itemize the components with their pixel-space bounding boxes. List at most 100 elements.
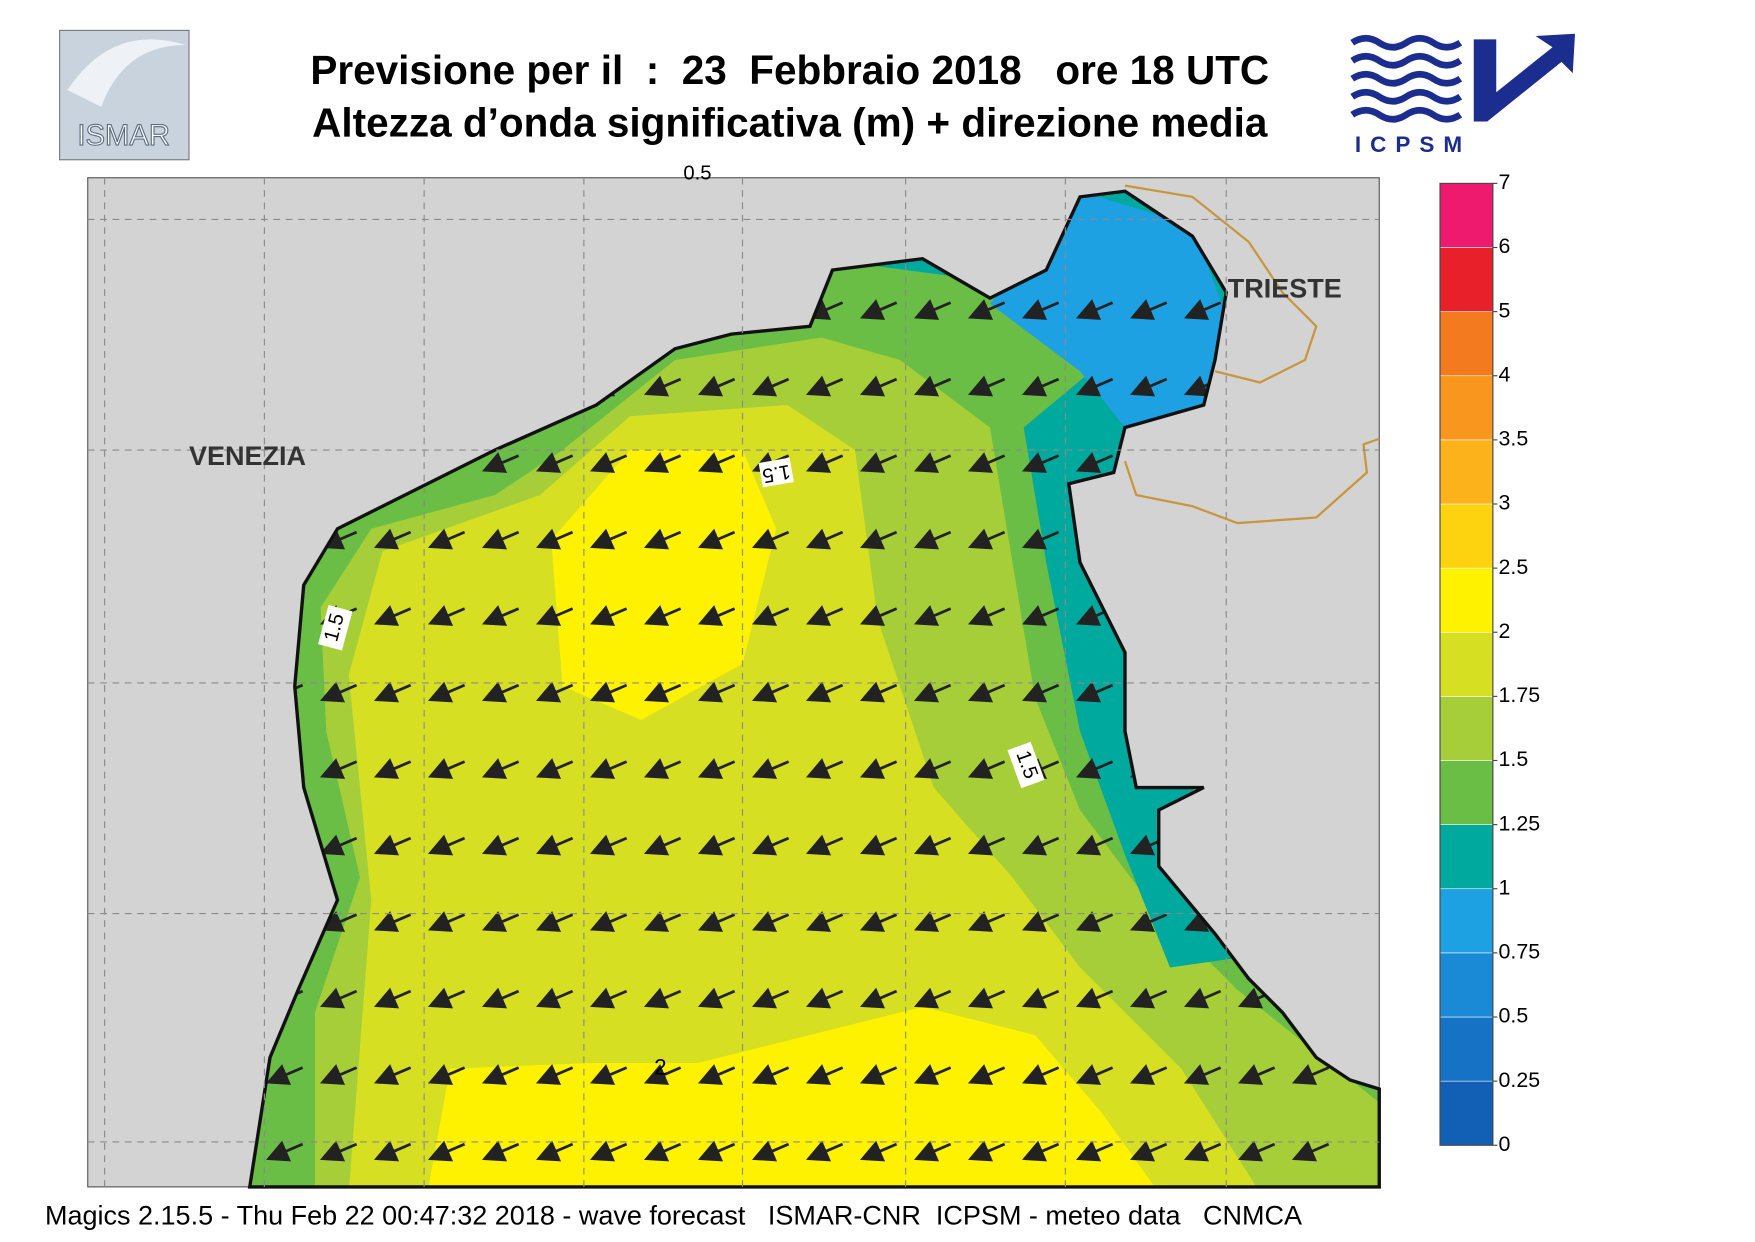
legend-label: 6	[1499, 234, 1511, 258]
direction-arrow	[697, 528, 736, 550]
direction-arrow	[913, 528, 952, 550]
direction-arrow	[967, 681, 1006, 703]
direction-arrow	[589, 1064, 628, 1085]
direction-arrow	[967, 375, 1006, 397]
direction-arrow	[859, 758, 898, 779]
direction-arrow	[589, 452, 628, 473]
direction-arrow	[481, 605, 520, 626]
direction-arrow	[1075, 911, 1114, 932]
direction-arrow	[319, 758, 358, 779]
wave-height-field	[249, 191, 1380, 1187]
direction-arrow	[697, 1064, 736, 1085]
direction-arrow	[373, 605, 412, 626]
direction-arrow	[913, 1140, 952, 1162]
direction-arrow	[913, 681, 952, 703]
direction-arrow	[697, 987, 736, 1009]
legend-label: 4	[1499, 362, 1511, 386]
direction-arrow	[319, 1140, 358, 1162]
legend-label: 1.75	[1499, 683, 1541, 707]
color-legend: 0 0.25 0.5 0.75 1 1.25 1.5 1.75 2 2.5 3 3.5 4 5 6 7	[1439, 170, 1541, 1156]
direction-arrow	[643, 987, 682, 1009]
ismar-logo: ISMAR	[59, 29, 190, 161]
direction-arrow	[913, 299, 952, 320]
direction-arrow	[751, 834, 790, 856]
direction-arrow	[859, 1140, 898, 1162]
direction-arrow	[1075, 299, 1114, 320]
direction-arrow	[913, 605, 952, 626]
direction-arrow	[751, 681, 790, 703]
direction-arrow	[1129, 1064, 1168, 1085]
direction-arrow	[373, 1064, 412, 1085]
direction-arrow	[1129, 911, 1168, 932]
direction-arrow	[1129, 1140, 1168, 1162]
legend-frame	[1439, 182, 1494, 1146]
legend-swatch	[1439, 375, 1494, 441]
direction-arrow	[643, 1064, 682, 1085]
legend-swatch	[1439, 1080, 1494, 1146]
direction-arrow	[913, 375, 952, 397]
direction-arrow	[373, 1140, 412, 1162]
direction-arrow	[319, 681, 358, 703]
direction-arrow	[859, 299, 898, 320]
direction-arrow	[481, 758, 520, 779]
direction-arrow	[967, 605, 1006, 626]
direction-arrow	[481, 1064, 520, 1085]
direction-arrow	[967, 758, 1006, 779]
direction-arrow	[913, 758, 952, 779]
direction-arrow	[805, 528, 844, 550]
direction-arrow	[913, 987, 952, 1009]
legend-swatch	[1439, 696, 1494, 761]
direction-arrow	[373, 987, 412, 1009]
legend-swatch	[1439, 183, 1494, 248]
direction-arrow	[535, 758, 574, 779]
logo-arrow	[1473, 33, 1575, 122]
direction-arrow	[859, 1064, 898, 1085]
direction-arrow	[1075, 452, 1114, 473]
direction-arrow	[805, 834, 844, 856]
direction-arrow	[967, 911, 1006, 932]
contour-label-box: 1.5	[758, 457, 794, 488]
direction-arrow	[643, 911, 682, 932]
legend-swatch	[1439, 247, 1494, 312]
direction-arrow	[643, 605, 682, 626]
direction-arrow	[859, 681, 898, 703]
direction-arrow	[319, 1064, 358, 1085]
direction-arrow	[859, 375, 898, 397]
direction-arrow	[697, 605, 736, 626]
direction-arrow	[751, 605, 790, 626]
direction-arrow	[481, 911, 520, 932]
legend-label: 3	[1499, 491, 1511, 515]
label-bg	[318, 604, 353, 651]
direction-arrow	[589, 834, 628, 856]
direction-arrow	[1129, 375, 1168, 397]
direction-arrow	[697, 1140, 736, 1162]
direction-arrow	[373, 758, 412, 779]
direction-arrow	[859, 452, 898, 473]
border	[1124, 184, 1318, 384]
direction-arrow	[1291, 1064, 1330, 1085]
direction-arrow	[589, 528, 628, 550]
direction-arrow	[913, 911, 952, 932]
logo-waves	[1350, 34, 1463, 123]
direction-arrow	[481, 987, 520, 1009]
direction-arrow	[697, 758, 736, 779]
direction-arrow	[319, 987, 358, 1009]
footer: Magics 2.15.5 - Thu Feb 22 00:47:32 2018…	[45, 1200, 1302, 1230]
legend-swatch	[1439, 567, 1494, 633]
legend-label: 1.5	[1499, 747, 1529, 771]
direction-arrow	[427, 681, 466, 703]
direction-arrow	[1075, 1064, 1114, 1085]
direction-arrow	[697, 681, 736, 703]
legend-label: 0.5	[1499, 1004, 1529, 1028]
direction-arrow	[481, 1140, 520, 1162]
direction-arrow	[319, 911, 358, 932]
direction-arrow	[643, 1140, 682, 1162]
direction-arrow	[1075, 1140, 1114, 1162]
direction-arrow	[697, 375, 736, 397]
contour-label: 1.5	[761, 460, 793, 487]
direction-arrow	[427, 605, 466, 626]
logo-text: ISMAR	[77, 120, 170, 152]
direction-arrow	[589, 605, 628, 626]
direction-arrow	[1075, 375, 1114, 397]
direction-arrow	[1021, 605, 1060, 626]
